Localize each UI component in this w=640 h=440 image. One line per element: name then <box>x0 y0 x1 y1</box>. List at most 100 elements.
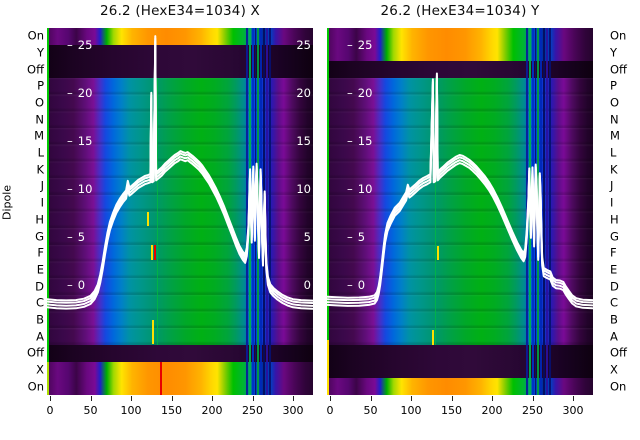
y-tick-label-inner-left: –25 <box>347 38 372 52</box>
row-label-right: J <box>610 178 614 193</box>
row-label-left: L <box>37 145 44 160</box>
y-tick-label-inner-right: 10 <box>296 181 311 196</box>
beam-profile-x <box>47 35 313 310</box>
row-label-left: C <box>35 295 44 310</box>
row-label-left: B <box>36 312 44 327</box>
row-label-left: H <box>35 212 44 227</box>
row-label-left: J <box>40 178 44 193</box>
heatmap-band-rainbow <box>47 361 313 395</box>
y-tick-value: 10 <box>357 181 373 196</box>
panel-title-x: 26.2 (HexE34=1034) X <box>99 3 260 19</box>
y-tick-value: 15 <box>357 134 373 149</box>
x-tick-label: 250 <box>522 404 543 417</box>
x-tick-mark <box>451 396 453 401</box>
panel-title-y: 26.2 (HexE34=1034) Y <box>380 3 540 19</box>
beam-profile-y <box>327 72 593 310</box>
x-tick-mark <box>90 396 92 401</box>
marker-line <box>437 246 439 260</box>
edge-line-yellow <box>327 340 329 395</box>
row-label-left: M <box>34 128 44 143</box>
marker-line <box>154 245 156 260</box>
heatmap-panel-y: –25–20–15–10–5–0 <box>327 28 593 395</box>
row-label-left: Off <box>27 345 44 360</box>
y-tick-dash: – <box>67 229 73 244</box>
x-tick-label: 0 <box>326 404 334 417</box>
x-tick-label: 250 <box>242 404 263 417</box>
x-tick-label: 300 <box>562 404 584 417</box>
x-tick-mark <box>411 396 412 401</box>
row-label-left: G <box>35 228 44 243</box>
y-tick-value: 25 <box>77 38 93 53</box>
row-label-right: A <box>610 328 618 343</box>
y-tick-dash: – <box>67 38 73 53</box>
y-tick-value: 0 <box>77 277 86 292</box>
row-label-left: On <box>27 378 44 393</box>
x-tick-label: 200 <box>201 404 223 417</box>
streak-line <box>546 28 548 395</box>
y-tick-value: 5 <box>77 229 86 244</box>
row-label-right: On <box>610 28 627 43</box>
y-tick-value: 25 <box>357 38 373 53</box>
row-label-left: Y <box>36 45 44 60</box>
x-tick-mark <box>532 396 534 401</box>
y-tick-label-inner-left: –0 <box>347 278 365 292</box>
y-tick-dash: – <box>67 277 73 292</box>
y-tick-label-inner-left: –0 <box>67 278 85 292</box>
x-tick-mark <box>330 396 331 401</box>
edge-line-yellow <box>47 362 49 395</box>
y-tick-label-inner-left: –5 <box>347 230 365 244</box>
y-tick-dash: – <box>67 181 73 196</box>
streak-line <box>549 28 551 395</box>
row-label-right: Off <box>610 61 627 76</box>
y-tick-label-inner-left: –25 <box>67 38 92 52</box>
x-tick-mark <box>492 396 493 401</box>
y-tick-label-inner-right: 25 <box>296 38 311 53</box>
row-label-right: C <box>610 295 619 310</box>
y-tick-label-inner-left: –10 <box>347 182 372 196</box>
x-tick-label: 300 <box>282 404 304 417</box>
y-axis-label: Dipole <box>0 184 14 221</box>
y-tick-value: 10 <box>77 181 93 196</box>
x-tick-label: 200 <box>481 404 503 417</box>
y-tick-dash: – <box>347 229 353 244</box>
heatmap-band-rainbow <box>327 28 593 62</box>
y-tick-label-inner-right: 0 <box>303 277 311 292</box>
y-tick-dash: – <box>347 38 353 53</box>
x-tick-mark <box>131 396 132 401</box>
x-tick-label: 150 <box>161 404 182 417</box>
y-tick-label-inner-right: 5 <box>303 229 311 244</box>
y-tick-value: 15 <box>77 134 93 149</box>
marker-line <box>152 320 154 344</box>
y-tick-label-inner-left: –15 <box>67 134 92 148</box>
y-tick-label-inner-left: –10 <box>67 182 92 196</box>
y-tick-dash: – <box>347 134 353 149</box>
y-tick-value: 0 <box>357 277 366 292</box>
edge-line-green <box>327 28 329 395</box>
x-tick-label: 100 <box>400 404 422 417</box>
edge-line-green <box>47 28 49 395</box>
x-tick-mark <box>212 396 213 401</box>
y-tick-value: 5 <box>357 229 366 244</box>
row-label-right: K <box>610 162 618 177</box>
y-tick-dash: – <box>67 134 73 149</box>
marker-line <box>151 245 153 260</box>
x-tick-mark <box>50 396 51 401</box>
y-tick-label-inner-right: 20 <box>296 86 311 101</box>
x-tick-mark <box>171 396 173 401</box>
heatmap-band-dark <box>47 44 313 79</box>
y-tick-value: 20 <box>77 86 93 101</box>
y-tick-dash: – <box>347 277 353 292</box>
row-label-left: N <box>35 112 44 126</box>
row-label-right: B <box>610 312 618 327</box>
row-label-left: K <box>36 162 44 177</box>
y-tick-label-inner-left: –5 <box>67 230 85 244</box>
center-green-line <box>157 78 158 345</box>
x-tick-mark <box>370 396 372 401</box>
row-label-left: P <box>37 78 44 93</box>
row-label-right: M <box>610 128 620 143</box>
x-tick-label: 150 <box>441 404 462 417</box>
streak-line <box>246 28 248 395</box>
y-tick-label-inner-left: –20 <box>67 86 92 100</box>
row-label-left: On <box>27 28 44 43</box>
marker-line <box>432 330 434 345</box>
